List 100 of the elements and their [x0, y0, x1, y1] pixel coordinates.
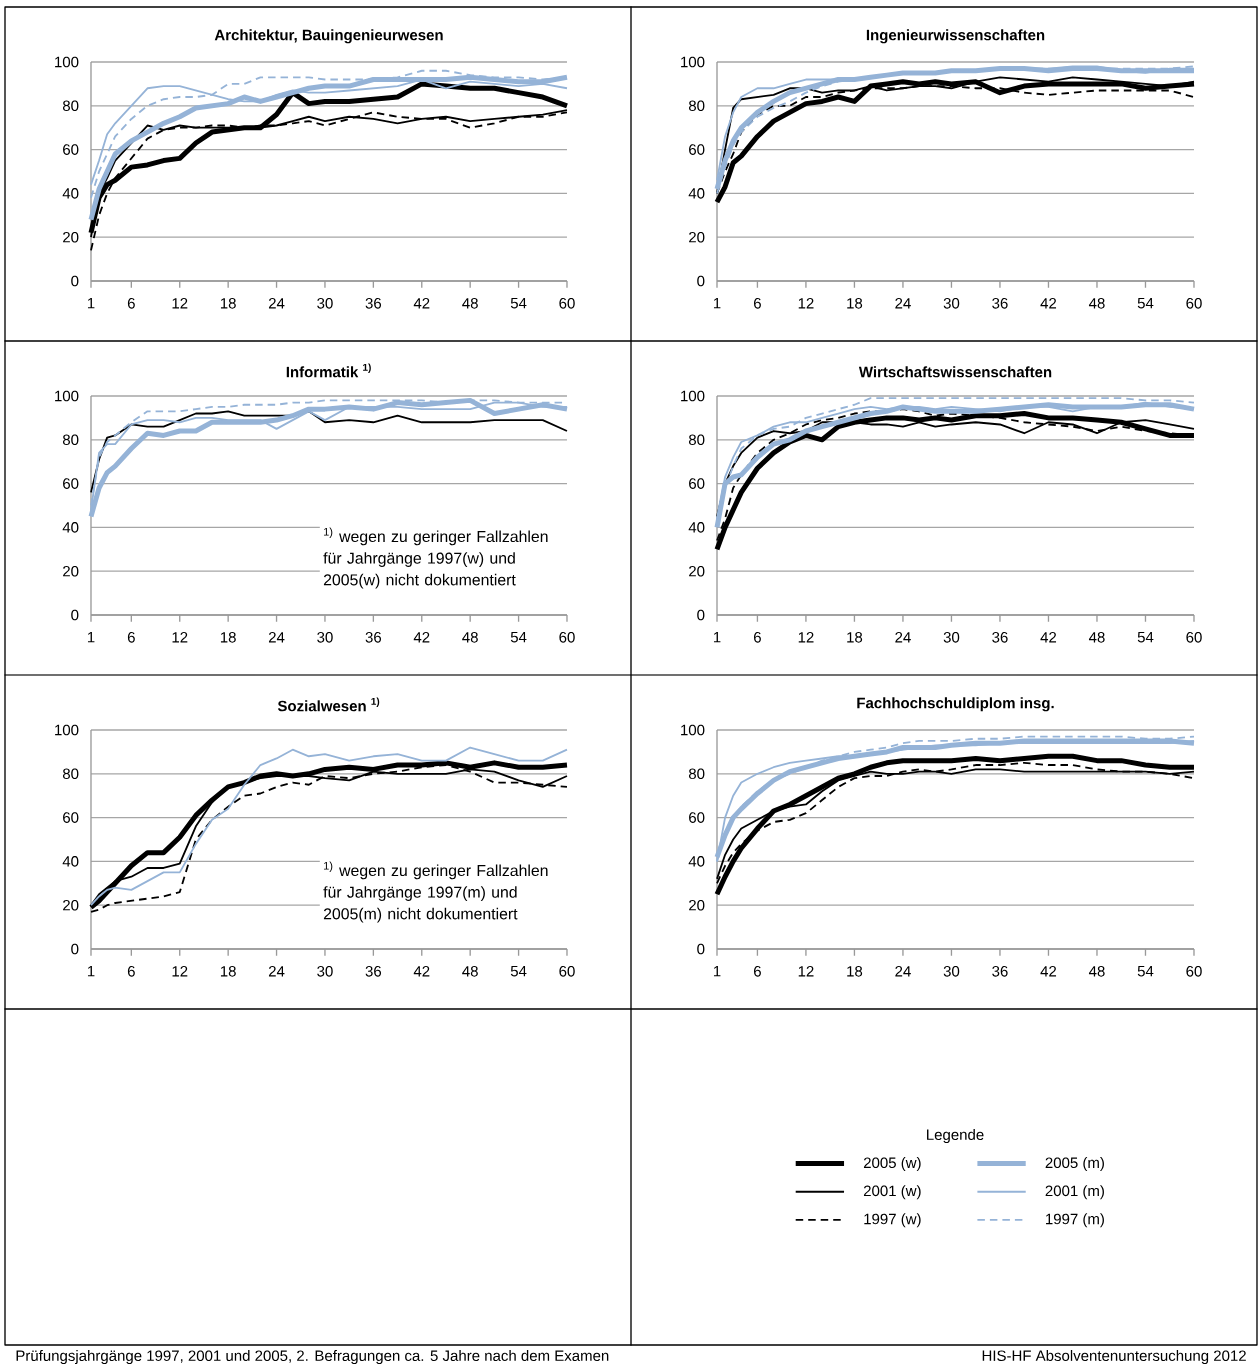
x-tick-label: 48 [462, 631, 478, 643]
x-tick-label: 30 [943, 965, 960, 977]
x-tick-label: 12 [798, 965, 814, 977]
x-tick-label: 42 [1040, 631, 1057, 643]
x-tick-label: 12 [172, 297, 188, 309]
x-tick-label: 48 [462, 297, 478, 309]
y-tick-label: 100 [681, 390, 705, 402]
legend-label: 2005 (w) [863, 1157, 921, 1172]
y-tick-label: 40 [62, 856, 79, 867]
x-tick-label: 6 [127, 965, 135, 977]
y-tick-label: 40 [688, 856, 705, 867]
x-tick-label: 48 [1088, 631, 1105, 643]
x-tick-label: 18 [220, 965, 236, 977]
y-tick-label: 100 [681, 724, 705, 736]
x-tick-label: 36 [992, 297, 1008, 309]
chart-title: Wirtschaftswissenschaften [858, 366, 1052, 378]
x-tick-label: 42 [413, 297, 430, 309]
x-tick-label: 30 [943, 297, 960, 309]
x-tick-label: 30 [317, 965, 333, 977]
y-tick-label: 20 [689, 899, 705, 911]
x-tick-label: 6 [754, 965, 761, 977]
chart-title: Ingenieurwissenschaften [866, 29, 1045, 44]
y-tick-label: 60 [689, 144, 705, 155]
chart-title: Architektur, Bauingenieurwesen [214, 29, 443, 44]
x-tick-label: 18 [220, 297, 236, 309]
y-tick-label: 60 [63, 144, 79, 155]
x-tick-label: 60 [559, 631, 575, 643]
x-tick-label: 48 [462, 965, 478, 977]
y-tick-label: 20 [63, 565, 79, 577]
x-tick-label: 18 [847, 631, 863, 643]
y-tick-label: 0 [697, 609, 705, 621]
y-tick-label: 0 [697, 943, 705, 955]
y-tick-label: 20 [63, 231, 79, 243]
x-tick-label: 12 [172, 965, 188, 977]
y-tick-label: 60 [63, 478, 79, 489]
y-tick-label: 60 [689, 478, 705, 489]
text: HIS-HF Absolventenuntersuchung 2012 [982, 1350, 1246, 1364]
x-tick-label: 54 [1137, 631, 1154, 643]
y-tick-label: 20 [689, 565, 705, 577]
y-tick-label: 60 [689, 812, 705, 823]
x-tick-label: 54 [1137, 965, 1154, 977]
y-tick-label: 0 [697, 275, 705, 287]
x-tick-label: 12 [798, 297, 814, 309]
y-tick-label: 20 [689, 231, 705, 243]
y-tick-label: 100 [55, 724, 79, 736]
chart-title: Informatik $^{1)}$ [286, 363, 371, 378]
x-tick-label: 30 [317, 631, 333, 643]
text: Prüfungsjahrgänge 1997, 2001 und 2005, 2. Befragungen ca. 5 Jahre nach dem Examen [16, 1350, 609, 1364]
annotation: $^{1)}$ wegen zu geringer Fallzahlen für Jahrgänge 1997(w) und 2005(w) nicht dokumentiert [323, 527, 548, 589]
x-tick-label: 24 [895, 965, 911, 977]
x-tick-label: 60 [559, 297, 575, 309]
x-tick-label: 24 [268, 297, 285, 309]
annotation: $^{1)}$ wegen zu geringer Fallzahlen für Jahrgänge 1997(m) und 2005(m) nicht dokumentiert [323, 861, 548, 923]
y-tick-label: 80 [688, 100, 705, 112]
y-tick-label: 100 [681, 56, 705, 68]
x-tick-label: 1 [713, 631, 721, 643]
x-tick-label: 12 [798, 631, 814, 643]
x-tick-label: 18 [220, 631, 236, 643]
x-tick-label: 42 [413, 631, 430, 643]
x-tick-label: 36 [992, 631, 1008, 643]
legend-title: Legende [927, 1129, 984, 1143]
y-tick-label: 100 [55, 390, 79, 402]
y-tick-label: 40 [688, 188, 705, 199]
x-tick-label: 24 [268, 631, 285, 643]
x-tick-label: 48 [1088, 297, 1105, 309]
chart-title: Sozialwesen $^{1)}$ [277, 697, 380, 712]
x-tick-label: 1 [87, 965, 95, 977]
x-tick-label: 54 [510, 297, 527, 309]
legend-label: 2001 (w) [863, 1185, 921, 1200]
legend-label: 1997 (m) [1046, 1213, 1104, 1228]
x-tick-label: 60 [1186, 965, 1202, 977]
y-tick-label: 80 [62, 768, 79, 780]
y-tick-label: 0 [71, 609, 79, 621]
x-tick-label: 18 [847, 965, 863, 977]
x-tick-label: 48 [1088, 965, 1105, 977]
x-tick-label: 18 [847, 297, 863, 309]
y-tick-label: 40 [62, 188, 79, 199]
y-tick-label: 80 [62, 434, 79, 446]
x-tick-label: 60 [559, 965, 575, 977]
x-tick-label: 36 [365, 631, 382, 643]
x-tick-label: 12 [172, 631, 188, 643]
x-tick-label: 6 [754, 297, 761, 309]
x-tick-label: 36 [365, 297, 382, 309]
x-tick-label: 36 [992, 965, 1008, 977]
chart-title: Fachhochschuldiplom insg. [857, 697, 1054, 712]
legend-label: 2005 (m) [1045, 1157, 1104, 1172]
x-tick-label: 24 [895, 297, 911, 309]
y-tick-label: 40 [688, 522, 705, 533]
y-tick-label: 80 [688, 768, 705, 780]
x-tick-label: 6 [127, 297, 135, 309]
x-tick-label: 1 [713, 297, 721, 309]
x-tick-label: 54 [510, 631, 527, 643]
x-tick-label: 60 [1186, 297, 1202, 309]
x-tick-label: 24 [895, 631, 911, 643]
x-tick-label: 24 [268, 965, 285, 977]
legend-label: 2001 (m) [1045, 1185, 1104, 1200]
x-tick-label: 1 [87, 297, 95, 309]
y-tick-label: 20 [63, 899, 79, 911]
x-tick-label: 30 [317, 297, 333, 309]
x-tick-label: 54 [1137, 297, 1154, 309]
